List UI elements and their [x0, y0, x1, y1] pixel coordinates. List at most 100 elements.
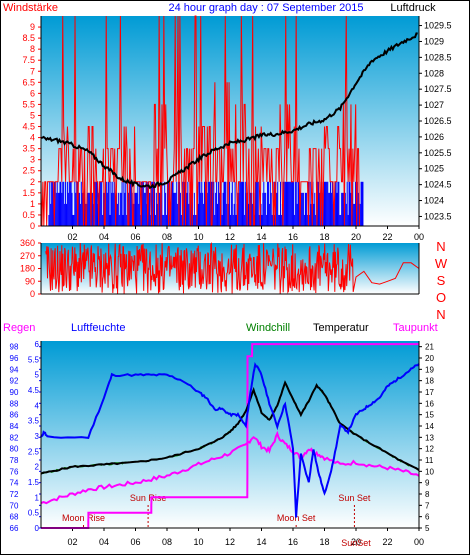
temperature-tick-label: 16 — [425, 399, 434, 408]
pressure-tick-label: 1027.5 — [424, 84, 452, 94]
temperature-tick-label: 10 — [425, 467, 434, 476]
x-tick-label: 14 — [256, 537, 266, 547]
x-tick-label: 12 — [225, 537, 235, 547]
humidity-tick-label: 66 — [10, 524, 19, 533]
x-tick-label: 06 — [130, 537, 140, 547]
temperature-tick-label: 15 — [425, 411, 434, 420]
pressure-tick-label: 1029.5 — [424, 21, 452, 31]
pressure-line — [40, 32, 418, 190]
dewpoint-label: Taupunkt — [393, 322, 438, 334]
rain-tick-label: 5.5 — [28, 355, 40, 364]
wind-tick-label: 3 — [30, 155, 35, 165]
pressure-tick-label: 1024.5 — [424, 180, 452, 190]
humidity-tick-label: 74 — [10, 479, 19, 488]
rain-tick-label: 2 — [35, 463, 40, 472]
temperature-tick-label: 9 — [425, 479, 430, 488]
x-tick-label: 20 — [351, 537, 361, 547]
wind-tick-label: 0 — [30, 221, 35, 231]
humidity-tick-label: 92 — [10, 377, 19, 386]
humidity-tick-label: 86 — [10, 411, 19, 420]
dewpoint-line — [40, 430, 420, 505]
wind-direction-line — [45, 241, 420, 294]
humidity-tick-label: 82 — [10, 433, 19, 442]
windchill-label: Windchill — [246, 322, 290, 334]
x-tick-label: 02 — [67, 232, 77, 242]
rain-tick-label: 1.5 — [28, 478, 40, 487]
x-tick-label: 02 — [67, 537, 77, 547]
rain-tick-label: 3.5 — [28, 417, 40, 426]
rain-tick-label: 1 — [35, 493, 40, 502]
humidity-tick-label: 90 — [10, 388, 19, 397]
rain-tick-label: 2.5 — [28, 447, 40, 456]
wind-tick-label: 2.5 — [22, 166, 35, 176]
wind-tick-label: 7.5 — [22, 55, 35, 65]
wind-tick-label: 7 — [30, 66, 35, 76]
temperature-tick-label: 13 — [425, 433, 434, 442]
rain-axis-label: Regen — [3, 322, 35, 334]
temperature-tick-label: 6 — [425, 513, 430, 522]
temperature-tick-label: 11 — [425, 456, 434, 465]
pressure-tick-label: 1028 — [424, 68, 444, 78]
event-label: Sun Set — [338, 493, 371, 503]
rain-tick-label: 0 — [35, 524, 40, 533]
pressure-tick-label: 1027 — [424, 100, 444, 110]
humidity-tick-label: 88 — [10, 399, 19, 408]
wind-tick-label: 8.5 — [22, 33, 35, 43]
direction-tick-label: 0 — [30, 289, 35, 299]
humidity-tick-label: 80 — [10, 445, 19, 454]
x-tick-label: 12 — [225, 232, 235, 242]
temperature-line — [40, 380, 420, 475]
event-label: Moon Rise — [62, 513, 105, 523]
temperature-tick-label: 8 — [425, 490, 430, 499]
rain-tick-label: 5 — [35, 371, 40, 380]
wind-tick-label: 1.5 — [22, 188, 35, 198]
rain-tick-label: 4 — [35, 401, 40, 410]
pressure-tick-label: 1026 — [424, 132, 444, 142]
event-label: SunSet — [341, 538, 371, 548]
x-tick-label: 18 — [319, 232, 329, 242]
humidity-tick-label: 98 — [10, 343, 19, 352]
rain-tick-label: 0.5 — [28, 509, 40, 518]
x-tick-label: 22 — [382, 232, 392, 242]
pressure-tick-label: 1028.5 — [424, 52, 452, 62]
x-tick-label: 06 — [130, 232, 140, 242]
x-tick-label: 04 — [99, 232, 109, 242]
wind-tick-label: 4.5 — [22, 122, 35, 132]
compass-letter: O — [436, 290, 446, 305]
temperature-tick-label: 20 — [425, 354, 434, 363]
humidity-tick-label: 94 — [10, 365, 19, 374]
rain-line — [41, 343, 419, 529]
humidity-axis-label: Luftfeuchte — [71, 322, 125, 334]
rain-tick-label: 6 — [35, 340, 40, 349]
wind-tick-label: 5 — [30, 110, 35, 120]
event-label: Sun Rise — [130, 493, 167, 503]
temperature-tick-label: 18 — [425, 377, 434, 386]
wind-tick-label: 1 — [30, 199, 35, 209]
pressure-tick-label: 1026.5 — [424, 116, 452, 126]
humidity-tick-label: 84 — [10, 422, 19, 431]
wind-tick-label: 8 — [30, 44, 35, 54]
wind-tick-label: 5.5 — [22, 99, 35, 109]
wind-line — [40, 15, 419, 227]
humidity-tick-label: 76 — [10, 467, 19, 476]
x-tick-label: 20 — [351, 232, 361, 242]
pressure-tick-label: 1029 — [424, 36, 444, 46]
x-tick-label: 16 — [288, 232, 298, 242]
direction-tick-label: 270 — [20, 251, 35, 261]
humidity-tick-label: 70 — [10, 501, 19, 510]
event-label: Moon Set — [277, 513, 316, 523]
wind-tick-label: 6.5 — [22, 77, 35, 87]
wind-tick-label: 0.5 — [22, 210, 35, 220]
humidity-tick-label: 78 — [10, 456, 19, 465]
compass-letter: W — [435, 256, 448, 271]
chart-title: 24 hour graph day : 07 September 2015 — [168, 2, 363, 14]
direction-tick-label: 90 — [25, 276, 35, 286]
x-tick-label: 10 — [193, 232, 203, 242]
compass-letter: N — [436, 239, 445, 254]
x-tick-label: 00 — [414, 537, 424, 547]
x-tick-label: 00 — [414, 232, 424, 242]
x-tick-label: 16 — [288, 537, 298, 547]
compass-letter: N — [436, 307, 445, 322]
